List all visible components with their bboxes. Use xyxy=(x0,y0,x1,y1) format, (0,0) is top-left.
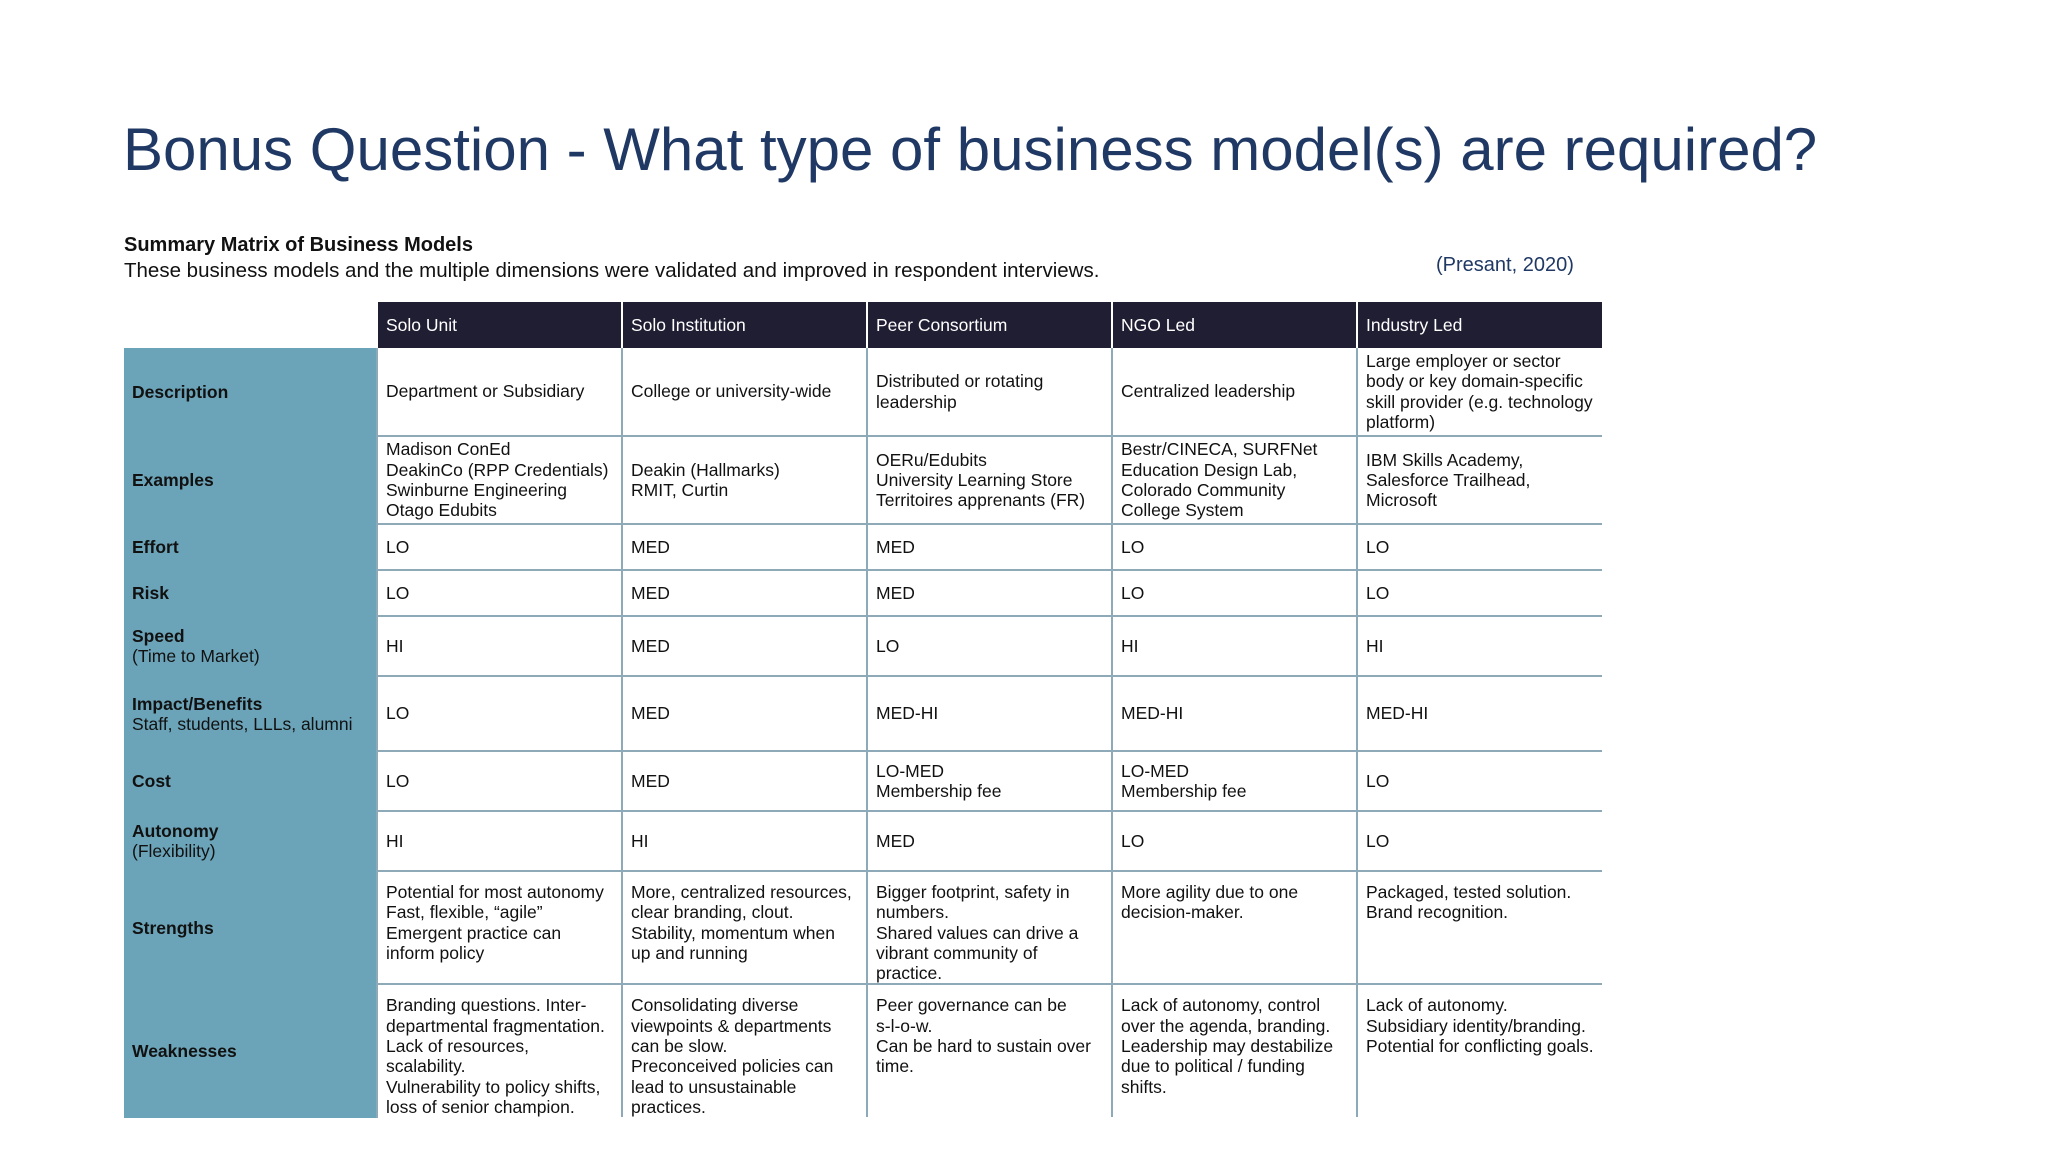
matrix-cell: MED xyxy=(866,524,1112,571)
matrix-row: Examples Madison ConEd DeakinCo (RPP Cred… xyxy=(124,436,1602,525)
matrix-cell: LO xyxy=(1111,811,1357,872)
row-label: Cost xyxy=(132,771,171,791)
matrix-cell: MED-HI xyxy=(866,676,1112,752)
matrix-row: Speed (Time to Market) HI MED LO HI HI xyxy=(124,616,1602,677)
matrix-cell: Lack of autonomy, control over the agend… xyxy=(1111,984,1357,1118)
matrix-cell: HI xyxy=(376,616,622,677)
matrix-cell: LO xyxy=(376,751,622,812)
matrix-cell: LO xyxy=(1356,524,1602,571)
row-header: Cost xyxy=(124,751,377,812)
row-label: Examples xyxy=(132,470,214,490)
row-header: Weaknesses xyxy=(124,984,377,1118)
row-header: Examples xyxy=(124,436,377,525)
matrix-cell: Potential for most autonomy Fast, flexib… xyxy=(376,871,622,986)
matrix-cell: HI xyxy=(376,811,622,872)
slide-title: Bonus Question - What type of business m… xyxy=(123,116,1818,183)
matrix-cell: MED xyxy=(621,616,867,677)
matrix-cell: MED xyxy=(621,676,867,752)
row-header: Autonomy (Flexibility) xyxy=(124,811,377,872)
citation: (Presant, 2020) xyxy=(1436,254,1574,276)
matrix-cell: MED xyxy=(621,751,867,812)
matrix-row: Autonomy (Flexibility) HI HI MED LO LO xyxy=(124,811,1602,872)
matrix-row: Cost LO MED LO-MED Membership fee LO-MED Mem… xyxy=(124,751,1602,812)
matrix-cell: Bestr/CINECA, SURFNet Education Design L… xyxy=(1111,436,1357,525)
matrix-cell: MED-HI xyxy=(1356,676,1602,752)
matrix-cell: Bigger footprint, safety in numbers. Sha… xyxy=(866,871,1112,986)
matrix-cell: LO xyxy=(1111,524,1357,571)
matrix-body: Description Department or Subsidiary Colle… xyxy=(124,348,1602,1118)
row-header: Speed (Time to Market) xyxy=(124,616,377,677)
matrix-cell: Department or Subsidiary xyxy=(376,348,622,437)
matrix-cell: LO xyxy=(866,616,1112,677)
matrix-cell: Madison ConEd DeakinCo (RPP Credentials)… xyxy=(376,436,622,525)
matrix-cell: Deakin (Hallmarks) RMIT, Curtin xyxy=(621,436,867,525)
matrix-cell: MED xyxy=(866,570,1112,617)
matrix-cell: LO xyxy=(376,570,622,617)
matrix-cell: More agility due to one decision-maker. xyxy=(1111,871,1357,986)
matrix-cell: MED xyxy=(866,811,1112,872)
column-header-solo-institution: Solo Institution xyxy=(621,302,867,348)
matrix-cell: LO xyxy=(1356,811,1602,872)
matrix-heading: Summary Matrix of Business Models xyxy=(124,234,473,256)
matrix-header-row: Solo Unit Solo Institution Peer Consorti… xyxy=(124,302,1602,348)
matrix-row: Weaknesses Branding questions. Inter- dep… xyxy=(124,984,1602,1118)
matrix-row: Risk LO MED MED LO LO xyxy=(124,570,1602,617)
row-label: Description xyxy=(132,381,229,402)
matrix-cell: MED xyxy=(621,570,867,617)
matrix-cell: Peer governance can be s-l-o-w. Can be h… xyxy=(866,984,1112,1118)
matrix-subheading: These business models and the multiple d… xyxy=(124,259,1100,282)
matrix-cell: LO xyxy=(1356,570,1602,617)
column-header-solo-unit: Solo Unit xyxy=(376,302,622,348)
matrix-row: Description Department or Subsidiary Colle… xyxy=(124,348,1602,437)
matrix-cell: More, centralized resources, clear brand… xyxy=(621,871,867,986)
matrix-cell: Packaged, tested solution. Brand recogni… xyxy=(1356,871,1602,986)
row-label: Impact/Benefits xyxy=(132,693,263,714)
matrix-row: Strengths Potential for most autonomy Fas… xyxy=(124,871,1602,986)
row-sublabel: Staff, students, LLLs, alumni xyxy=(132,713,353,734)
matrix-cell: Large employer or sector body or key dom… xyxy=(1356,348,1602,437)
business-model-matrix: Solo Unit Solo Institution Peer Consorti… xyxy=(124,302,1602,1118)
matrix-cell: HI xyxy=(1111,616,1357,677)
row-header: Impact/Benefits Staff, students, LLLs, al… xyxy=(124,676,377,752)
matrix-corner xyxy=(124,302,377,348)
row-label: Weaknesses xyxy=(132,1040,237,1061)
row-label: Autonomy xyxy=(132,821,219,841)
matrix-cell: OERu/Edubits University Learning Store T… xyxy=(866,436,1112,525)
row-header: Effort xyxy=(124,524,377,571)
row-header: Description xyxy=(124,348,377,437)
matrix-cell: MED xyxy=(621,524,867,571)
row-sublabel: (Flexibility) xyxy=(132,841,216,861)
matrix-cell: LO-MED Membership fee xyxy=(1111,751,1357,812)
column-header-ngo-led: NGO Led xyxy=(1111,302,1357,348)
column-header-industry-led: Industry Led xyxy=(1356,302,1602,348)
matrix-cell: Distributed or rotating leadership xyxy=(866,348,1112,437)
matrix-row: Effort LO MED MED LO LO xyxy=(124,524,1602,571)
row-label: Speed xyxy=(132,626,185,646)
matrix-cell: Consolidating diverse viewpoints & depar… xyxy=(621,984,867,1118)
matrix-cell: Centralized leadership xyxy=(1111,348,1357,437)
row-label: Effort xyxy=(132,537,179,557)
matrix-cell: IBM Skills Academy, Salesforce Trailhead… xyxy=(1356,436,1602,525)
matrix-cell: HI xyxy=(1356,616,1602,677)
matrix-cell: LO xyxy=(1111,570,1357,617)
matrix-cell: MED-HI xyxy=(1111,676,1357,752)
matrix-cell: Branding questions. Inter- departmental … xyxy=(376,984,622,1118)
matrix-cell: LO-MED Membership fee xyxy=(866,751,1112,812)
row-sublabel: (Time to Market) xyxy=(132,646,260,666)
matrix-cell: College or university-wide xyxy=(621,348,867,437)
matrix-cell: Lack of autonomy. Subsidiary identity/br… xyxy=(1356,984,1602,1118)
matrix-cell: LO xyxy=(1356,751,1602,812)
row-header: Strengths xyxy=(124,871,377,985)
matrix-row: Impact/Benefits Staff, students, LLLs, al… xyxy=(124,676,1602,752)
matrix-cell: LO xyxy=(376,524,622,571)
row-header: Risk xyxy=(124,570,377,617)
row-label: Strengths xyxy=(132,917,214,938)
matrix-cell: LO xyxy=(376,676,622,752)
column-header-peer-consortium: Peer Consortium xyxy=(866,302,1112,348)
row-label: Risk xyxy=(132,583,169,603)
matrix-cell: HI xyxy=(621,811,867,872)
